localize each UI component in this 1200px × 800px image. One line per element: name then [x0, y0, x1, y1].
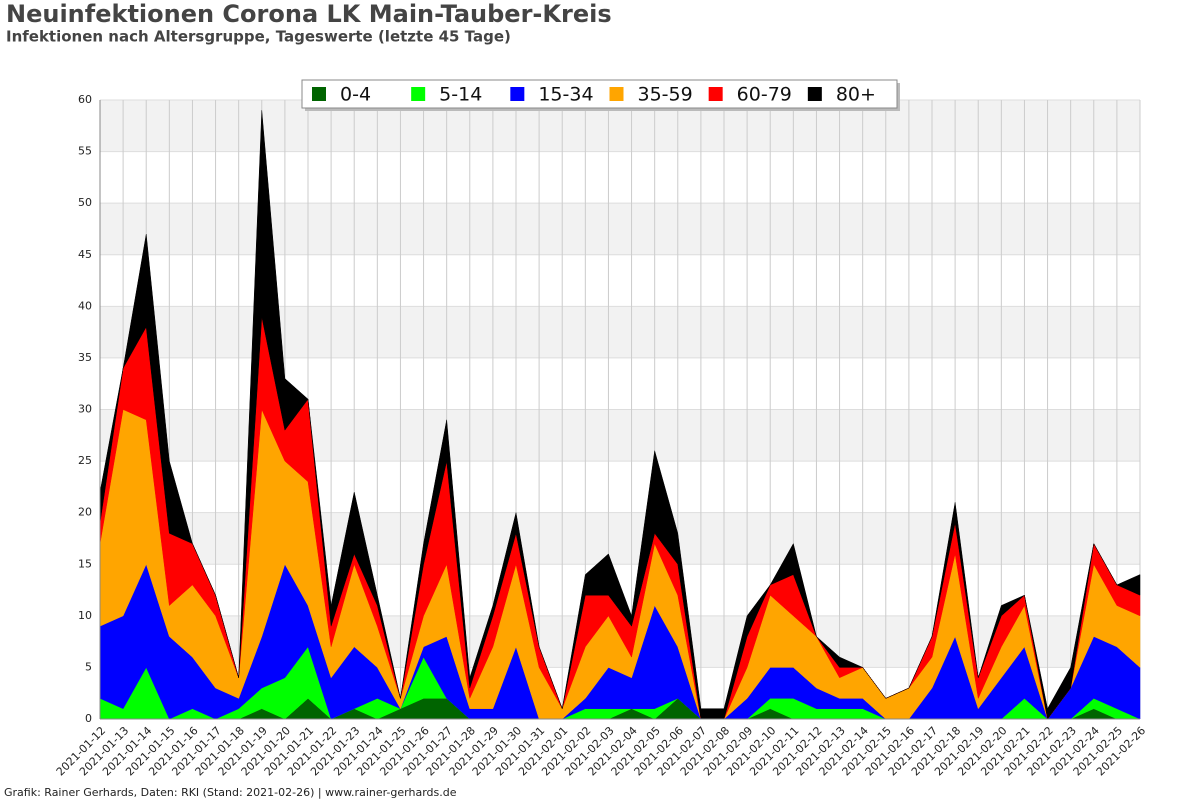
y-tick-label: 10	[78, 609, 92, 622]
legend-label: 80+	[836, 84, 876, 106]
legend-label: 5-14	[439, 84, 482, 106]
legend-swatch	[609, 87, 624, 101]
legend-box	[301, 79, 898, 109]
legend-swatch	[807, 87, 822, 101]
y-tick-label: 20	[78, 506, 92, 519]
chart-title: Neuinfektionen Corona LK Main-Tauber-Kre…	[6, 0, 612, 28]
legend-label: 35-59	[638, 84, 693, 106]
y-tick-label: 60	[78, 93, 92, 106]
y-tick-label: 5	[85, 660, 92, 673]
legend-swatch	[312, 87, 326, 101]
area	[99, 110, 1141, 720]
legend-swatch	[510, 87, 525, 101]
legend-label: 15-34	[538, 84, 593, 106]
y-tick-label: 40	[78, 299, 92, 312]
y-tick-label: 30	[78, 403, 92, 416]
y-tick-label: 45	[78, 248, 92, 261]
y-tick-label: 55	[78, 145, 92, 158]
chart-subtitle: Infektionen nach Altersgruppe, Tageswert…	[6, 28, 511, 46]
y-tick-label: 35	[78, 351, 92, 364]
source-note: Grafik: Rainer Gerhards, Daten: RKI (Sta…	[4, 786, 457, 799]
y-tick-label: 15	[78, 557, 92, 570]
legend-swatch	[708, 87, 723, 101]
legend-label: 0-4	[340, 84, 371, 106]
legend-swatch	[411, 87, 426, 101]
y-tick-label: 0	[85, 712, 92, 725]
legend-label: 60-79	[737, 84, 792, 106]
y-tick-label: 50	[78, 196, 92, 209]
y-tick-label: 25	[78, 454, 92, 467]
